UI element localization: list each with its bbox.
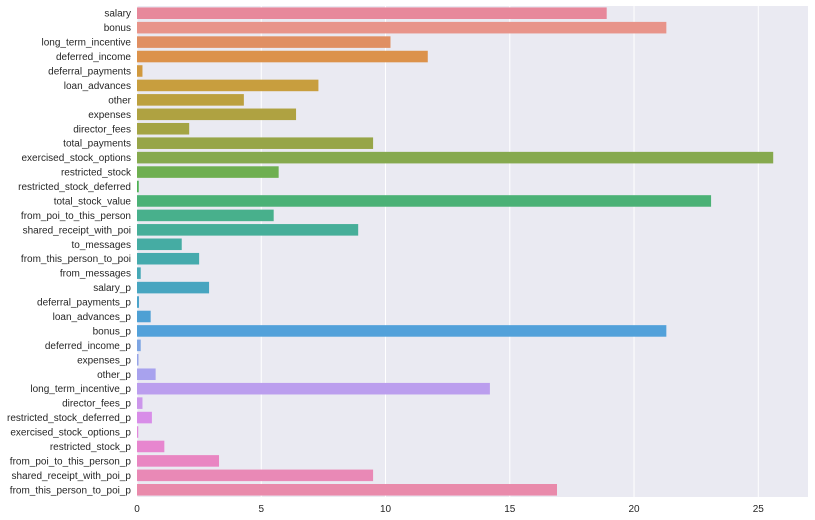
bar-from-messages — [137, 267, 141, 279]
bar-restricted-stock-deferred-p — [137, 411, 152, 424]
category-label: total_stock_value — [54, 196, 132, 207]
bar-bonus-p — [137, 325, 667, 337]
bar-expenses — [137, 108, 297, 121]
bar-deferral-payments — [137, 65, 143, 77]
category-label: expenses — [88, 110, 131, 121]
category-label: expenses_p — [77, 355, 131, 366]
bar-director-fees — [137, 122, 190, 135]
category-label: from_this_person_to_poi_p — [10, 485, 132, 496]
category-label: to_messages — [72, 240, 131, 251]
category-label: restricted_stock_deferred — [18, 182, 131, 193]
category-label: exercised_stock_options_p — [10, 428, 131, 439]
x-tick-label: 5 — [258, 504, 264, 515]
bar-other — [137, 94, 244, 106]
category-label: from_poi_to_this_person_p — [10, 456, 132, 467]
category-label: salary — [104, 9, 131, 20]
category-label: shared_receipt_with_poi — [23, 225, 131, 236]
bar-shared-receipt-with-poi — [137, 224, 359, 236]
bar-deferred-income-p — [137, 339, 141, 352]
category-labels: salary bonus long_term_incentive deferred_i… — [7, 9, 132, 497]
bar-shared-receipt-with-poi-p — [137, 469, 374, 482]
category-label: exercised_stock_options — [21, 153, 131, 164]
category-label: long_term_incentive — [42, 38, 132, 49]
bar-long-term-incentive — [137, 36, 391, 48]
bar-from-this-person-to-poi-p — [137, 484, 557, 496]
bar-long-term-incentive-p — [137, 382, 490, 395]
category-label: director_fees_p — [62, 399, 131, 410]
bar-from-poi-to-this-person-p — [137, 455, 220, 467]
bar-restricted-stock-deferred — [137, 180, 139, 193]
bar-bonus — [137, 21, 667, 34]
category-label: from_this_person_to_poi — [21, 254, 131, 265]
bar-loan-advances — [137, 79, 319, 92]
category-label: other — [108, 95, 131, 106]
category-label: restricted_stock_p — [50, 442, 132, 453]
category-label: total_payments — [63, 139, 131, 150]
bar-director-fees-p — [137, 397, 143, 409]
category-label: deferral_payments_p — [37, 298, 131, 309]
category-label: long_term_incentive_p — [30, 384, 131, 395]
bar-other-p — [137, 368, 156, 381]
category-label: from_poi_to_this_person — [21, 211, 131, 222]
x-tick-label: 10 — [380, 504, 392, 515]
category-label: other_p — [97, 370, 131, 381]
category-label: restricted_stock_deferred_p — [7, 413, 131, 424]
bar-exercised-stock-options — [137, 151, 774, 164]
category-label: restricted_stock — [61, 168, 132, 179]
category-label: deferred_income_p — [45, 341, 132, 352]
bar-exercised-stock-options-p — [137, 426, 139, 438]
bar-restricted-stock-p — [137, 440, 165, 453]
bars — [137, 7, 774, 496]
bar-expenses-p — [137, 354, 139, 366]
category-label: director_fees — [73, 124, 131, 135]
bar-loan-advances-p — [137, 310, 151, 323]
bar-deferred-income — [137, 50, 428, 63]
x-tick-label: 25 — [753, 504, 765, 515]
bar-total-payments — [137, 137, 374, 149]
bar-restricted-stock — [137, 166, 279, 178]
bar-to-messages — [137, 238, 182, 251]
category-label: bonus_p — [93, 326, 132, 337]
category-label: shared_receipt_with_poi_p — [11, 471, 131, 482]
x-tick-label: 20 — [628, 504, 640, 515]
category-label: salary_p — [93, 283, 131, 294]
category-label: loan_advances_p — [53, 312, 132, 323]
bar-total-stock-value — [137, 195, 712, 207]
x-tick-labels: 0 5 10 15 20 25 — [134, 504, 764, 515]
category-label: bonus — [104, 23, 131, 34]
category-label: from_messages — [60, 269, 131, 280]
category-label: deferred_income — [56, 52, 131, 63]
bar-deferral-payments-p — [137, 296, 139, 308]
bar-salary-p — [137, 281, 210, 294]
bar-from-poi-to-this-person — [137, 209, 274, 222]
x-tick-label: 0 — [134, 504, 140, 515]
category-label: loan_advances — [64, 81, 131, 92]
x-tick-label: 15 — [504, 504, 516, 515]
category-label: deferral_payments — [48, 66, 131, 77]
bar-salary — [137, 7, 607, 19]
bar-from-this-person-to-poi — [137, 252, 200, 265]
